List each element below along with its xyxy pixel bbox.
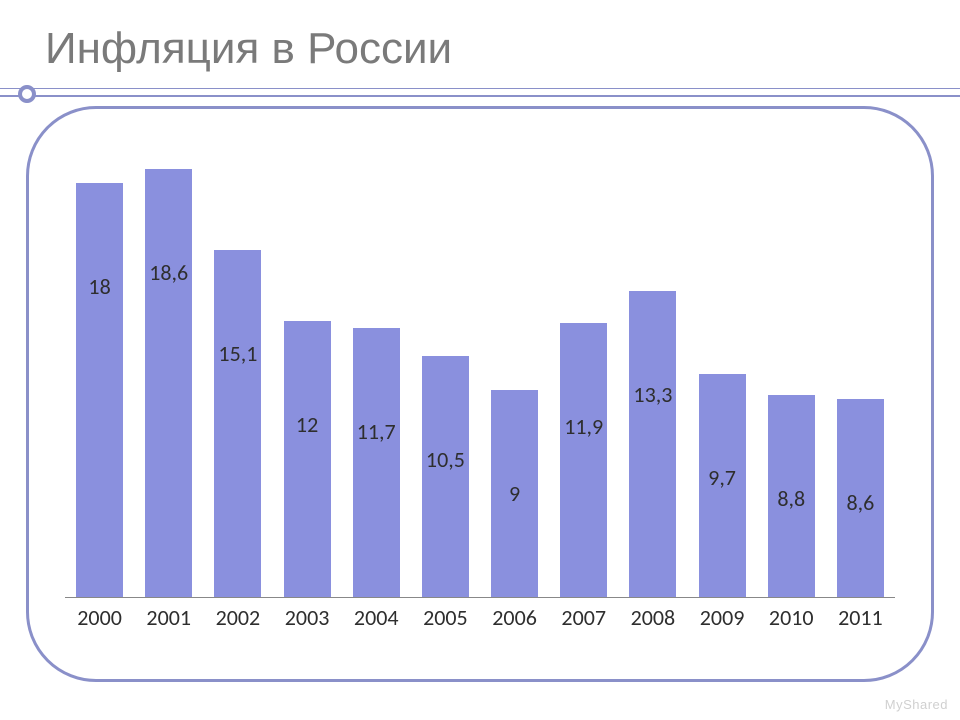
chart-x-tick: 2009 xyxy=(688,604,757,631)
chart-x-tick: 2006 xyxy=(480,604,549,631)
chart-bar-label: 13,3 xyxy=(629,381,676,408)
chart-baseline xyxy=(65,597,895,598)
chart-x-tick: 2005 xyxy=(411,604,480,631)
rule-thick xyxy=(0,95,960,97)
chart-x-tick: 2003 xyxy=(273,604,342,631)
chart-bar: 9,7 xyxy=(699,374,746,597)
watermark: MyShared xyxy=(885,697,948,712)
chart-bar-label: 10,5 xyxy=(422,446,469,473)
chart-bar-label: 9,7 xyxy=(699,464,746,491)
chart-bar-label: 15,1 xyxy=(214,340,261,367)
chart-x-tick: 2007 xyxy=(549,604,618,631)
chart-bar-label: 8,6 xyxy=(837,489,884,516)
chart-bar: 15,1 xyxy=(214,250,261,597)
chart-bar: 13,3 xyxy=(629,291,676,597)
chart-bar-label: 18,6 xyxy=(145,259,192,286)
chart-bar: 9 xyxy=(491,390,538,597)
chart-x-tick: 2002 xyxy=(203,604,272,631)
chart-bar: 8,8 xyxy=(768,395,815,597)
chart-bar: 18,6 xyxy=(145,169,192,597)
chart-x-tick: 2008 xyxy=(618,604,687,631)
chart-x-tick: 2004 xyxy=(342,604,411,631)
chart-bar: 12 xyxy=(284,321,331,597)
chart-x-axis: 2000200120022003200420052006200720082009… xyxy=(65,604,895,634)
page-title: Инфляция в России xyxy=(45,24,452,74)
chart-bar-label: 18 xyxy=(76,273,123,300)
rule-thin xyxy=(0,88,960,89)
chart-x-tick: 2010 xyxy=(757,604,826,631)
chart-bar: 11,7 xyxy=(353,328,400,597)
chart-x-tick: 2011 xyxy=(826,604,895,631)
frame-corner-mask xyxy=(0,82,100,112)
chart-plot: 18 18,6 15,1 12 11,7 10,5 9 11,9 13,3 9,7 8,8 8,6 xyxy=(65,138,895,598)
chart-x-tick: 2000 xyxy=(65,604,134,631)
title-bullet-icon xyxy=(18,85,36,103)
chart-bar-label: 8,8 xyxy=(768,485,815,512)
chart-bar: 10,5 xyxy=(422,356,469,598)
slide: Инфляция в России 1818,615,11211,710,591… xyxy=(0,0,960,720)
chart-bar: 18 xyxy=(76,183,123,597)
chart-bar-label: 12 xyxy=(284,411,331,438)
chart-bar: 8,6 xyxy=(837,399,884,597)
chart-bar-label: 11,7 xyxy=(353,418,400,445)
chart-bar-label: 11,9 xyxy=(560,413,607,440)
chart-bar: 11,9 xyxy=(560,323,607,597)
chart-bar-label: 9 xyxy=(491,480,538,507)
chart-x-tick: 2001 xyxy=(134,604,203,631)
